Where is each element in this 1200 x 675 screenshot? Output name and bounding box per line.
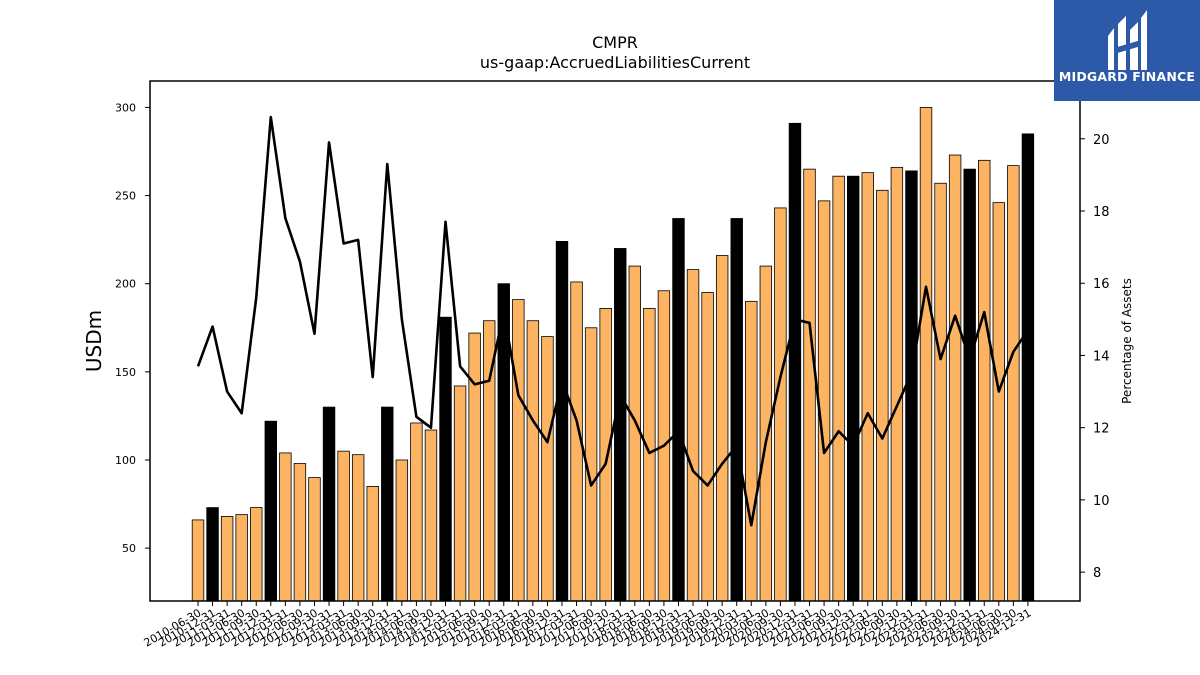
bar bbox=[541, 336, 554, 602]
bar bbox=[701, 292, 714, 602]
bar bbox=[468, 332, 481, 602]
bar bbox=[308, 477, 321, 602]
bar bbox=[832, 175, 845, 602]
bar bbox=[643, 307, 656, 602]
bar bbox=[526, 320, 540, 602]
bar bbox=[337, 450, 350, 602]
bar bbox=[788, 122, 802, 602]
y-tick-label: 150 bbox=[115, 366, 136, 379]
bar bbox=[206, 507, 219, 602]
bar bbox=[250, 507, 263, 602]
bar bbox=[293, 463, 307, 602]
y-tick-label: 300 bbox=[115, 101, 136, 114]
bar bbox=[235, 514, 248, 602]
y-tick-label: 100 bbox=[115, 454, 136, 467]
bar bbox=[264, 420, 278, 602]
y-tick-label: 200 bbox=[115, 278, 136, 291]
bar bbox=[847, 175, 860, 602]
bar bbox=[366, 486, 379, 602]
bar bbox=[992, 202, 1006, 602]
bar bbox=[686, 269, 700, 602]
bar bbox=[978, 159, 991, 602]
bar bbox=[861, 172, 874, 602]
bar bbox=[351, 454, 365, 602]
bar bbox=[410, 422, 423, 602]
y2-tick-label: 16 bbox=[1093, 277, 1110, 292]
y2-tick-label: 8 bbox=[1093, 566, 1101, 581]
y-tick-label: 250 bbox=[115, 190, 136, 203]
y2-tick-label: 12 bbox=[1093, 422, 1110, 437]
chart-title: CMPR bbox=[592, 33, 638, 52]
y-axis-label: USDm bbox=[82, 310, 106, 372]
chart-subtitle: us-gaap:AccruedLiabilitiesCurrent bbox=[480, 53, 750, 72]
bar bbox=[381, 406, 394, 602]
y2-axis-label: Percentage of Assets bbox=[1120, 278, 1134, 404]
bar bbox=[803, 168, 816, 602]
y2-tick-label: 14 bbox=[1093, 349, 1110, 364]
bar bbox=[745, 300, 758, 602]
bar bbox=[934, 182, 947, 602]
bar bbox=[672, 218, 685, 602]
bar bbox=[191, 519, 205, 602]
bar bbox=[948, 154, 962, 602]
logo-text: MIDGARD FINANCE bbox=[1058, 69, 1196, 84]
y2-tick-label: 10 bbox=[1093, 494, 1110, 509]
bar bbox=[905, 170, 918, 602]
bar bbox=[439, 316, 452, 602]
bar bbox=[555, 241, 569, 602]
bar bbox=[876, 189, 889, 602]
bar bbox=[220, 515, 234, 602]
bar bbox=[1021, 133, 1035, 602]
bar bbox=[322, 406, 336, 602]
bar-series bbox=[191, 107, 1035, 602]
x-axis: 2010-06-302010-12-312011-03-312011-06-30… bbox=[142, 601, 1033, 650]
y-axis-right: 8 10 12 14 16 18 20 bbox=[1080, 133, 1110, 581]
bar bbox=[1007, 165, 1020, 602]
y2-tick-label: 20 bbox=[1093, 133, 1110, 148]
bar bbox=[890, 166, 904, 602]
bar bbox=[453, 385, 467, 602]
y-axis-left: 50 100 150 200 250 300 bbox=[115, 101, 150, 555]
bar bbox=[919, 107, 933, 602]
bar bbox=[730, 218, 743, 602]
bar bbox=[395, 459, 409, 602]
bar bbox=[279, 452, 292, 602]
bar bbox=[817, 200, 831, 602]
bar bbox=[715, 255, 729, 602]
bar bbox=[759, 265, 773, 602]
bar bbox=[599, 307, 612, 602]
bar bbox=[424, 429, 438, 602]
line-path bbox=[196, 115, 1029, 527]
line-series bbox=[196, 115, 1029, 527]
bar bbox=[628, 265, 642, 602]
y2-tick-label: 18 bbox=[1093, 205, 1110, 220]
y-tick-label: 50 bbox=[122, 542, 136, 555]
midgard-finance-logo: MIDGARD FINANCE bbox=[1054, 0, 1200, 101]
bar bbox=[963, 168, 976, 602]
bar bbox=[774, 207, 787, 602]
bar bbox=[614, 248, 627, 602]
bar bbox=[512, 299, 525, 602]
logo-mark-icon bbox=[1108, 10, 1147, 70]
plot-frame bbox=[149, 80, 1081, 602]
